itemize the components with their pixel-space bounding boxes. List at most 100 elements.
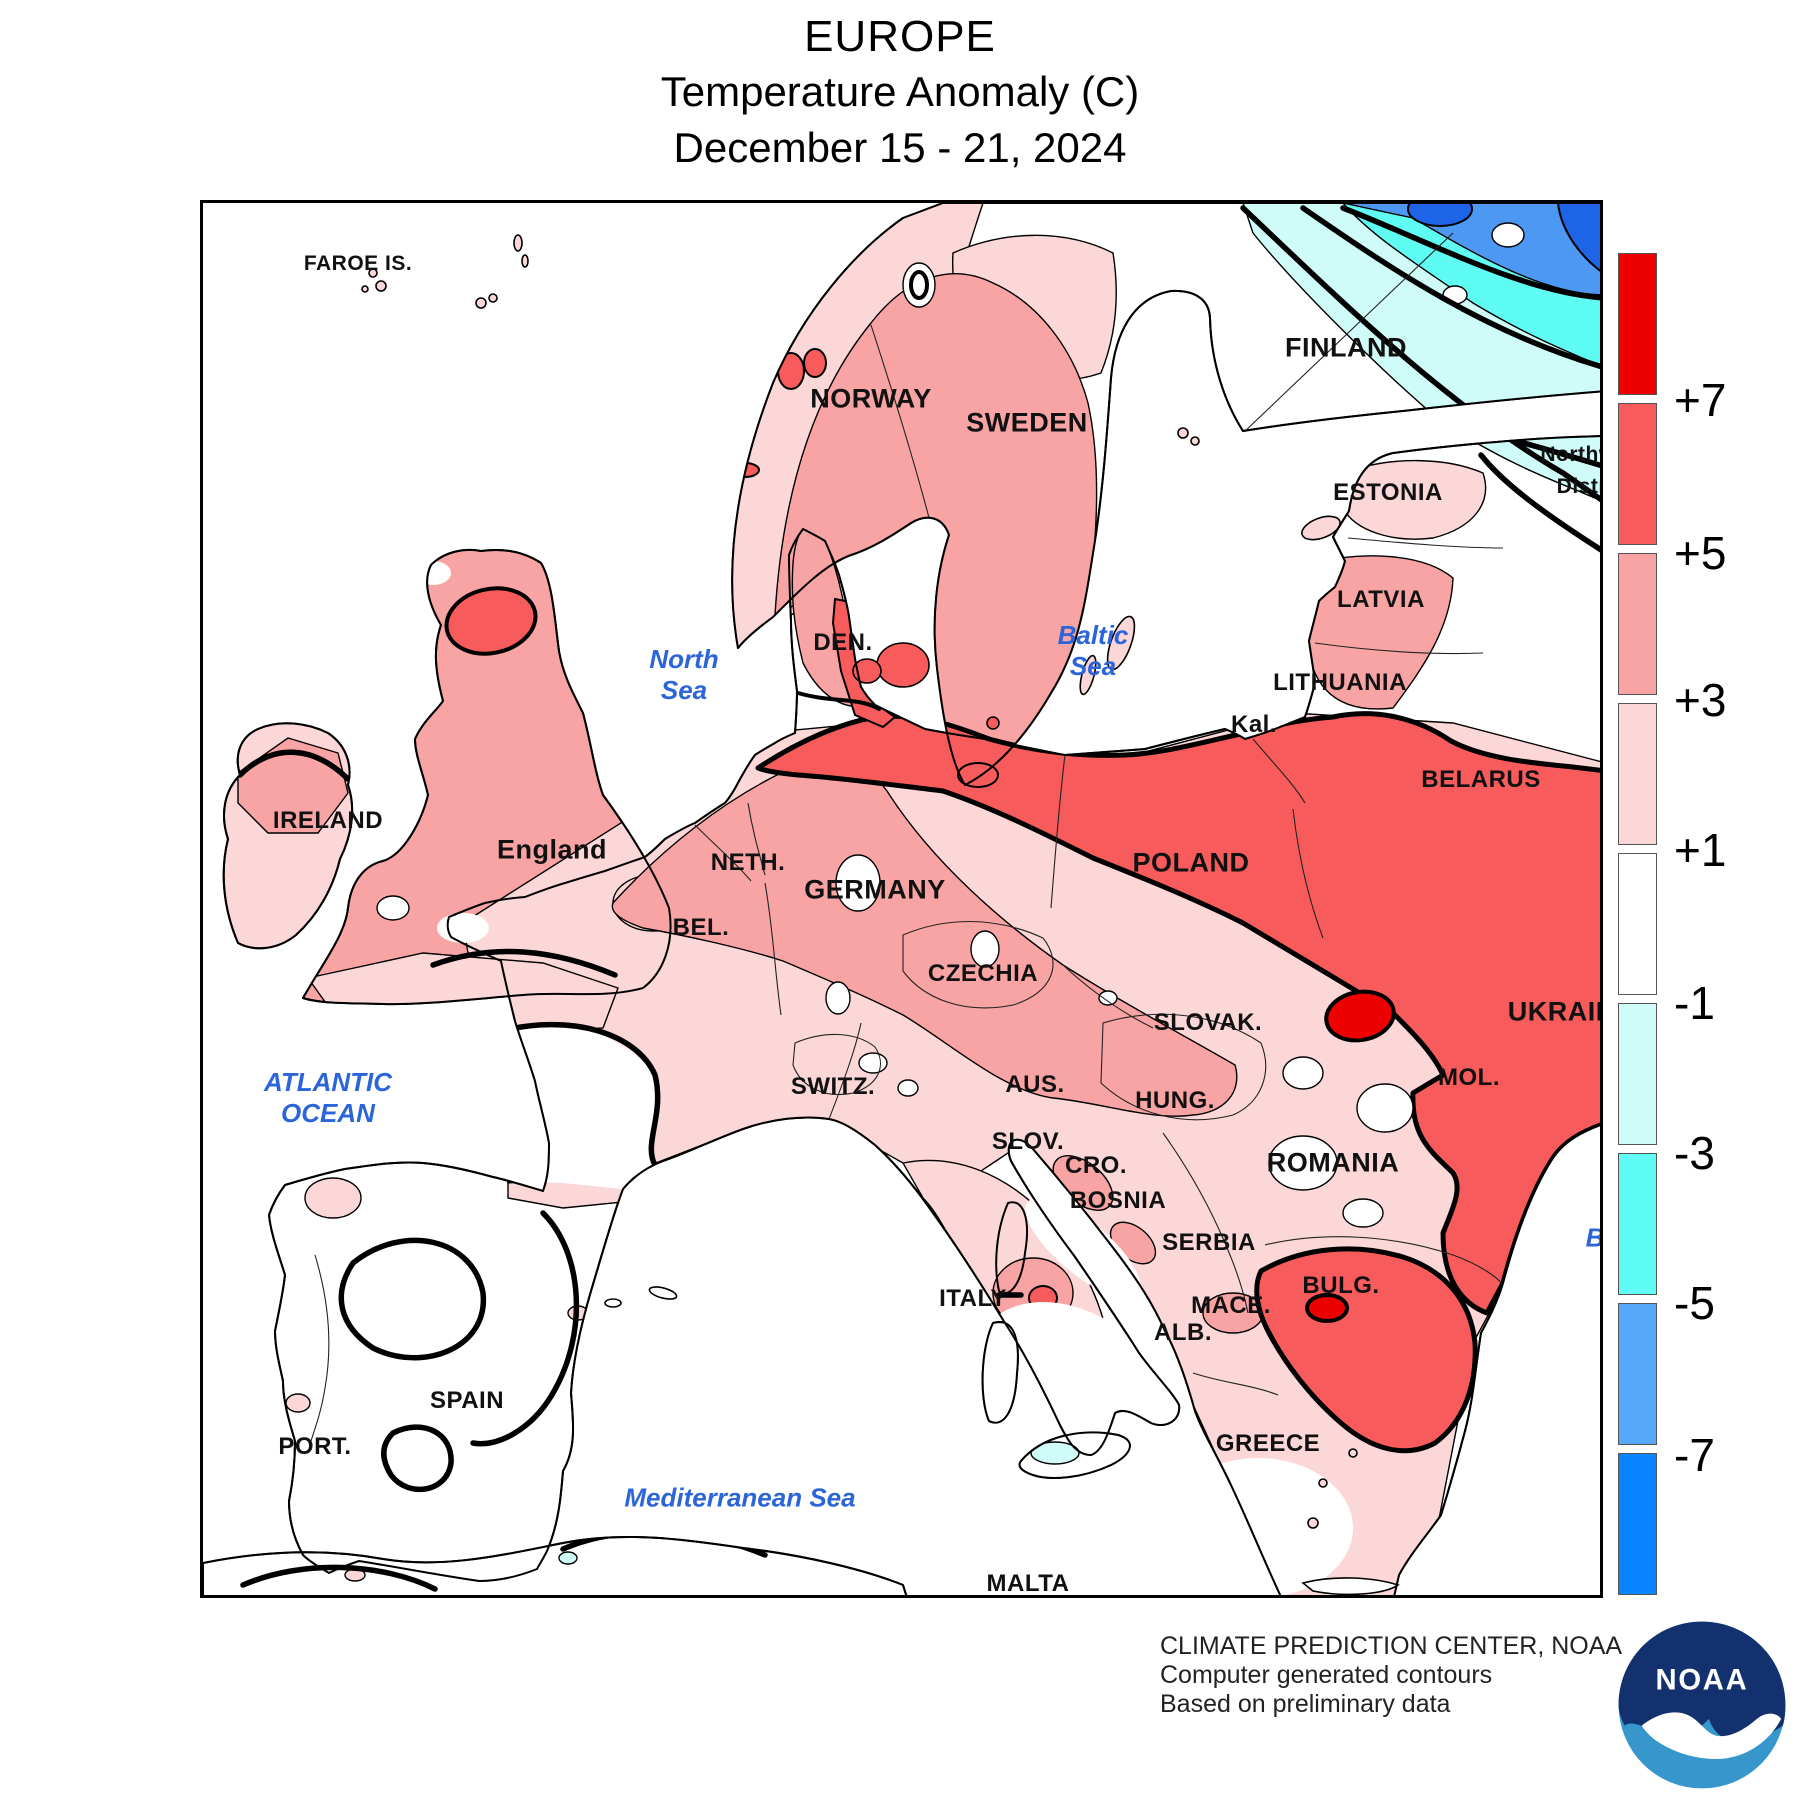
lightcyan-spain-coast — [591, 1312, 609, 1324]
red-norway-spot-1 — [750, 341, 776, 375]
fyn-island — [852, 658, 882, 684]
white-hungary-east — [1282, 1056, 1324, 1090]
faroe-speck-1 — [368, 268, 378, 278]
noaa-logo: NOAA — [1618, 1621, 1786, 1789]
country-label-italy: ITALY — [939, 1285, 1007, 1312]
country-label-croatia: CRO. — [1065, 1152, 1127, 1179]
bornholm-island — [986, 716, 1000, 730]
sea-label-atlantic-ocean: ATLANTIC OCEAN — [263, 1067, 393, 1128]
crete-island — [1301, 1577, 1400, 1595]
aegean-speck-2 — [1348, 1448, 1358, 1458]
country-label-denmark: DEN. — [813, 629, 873, 656]
country-label-bosnia: BOSNIA — [1069, 1187, 1167, 1214]
country-label-slovenia: SLOV. — [991, 1128, 1065, 1155]
country-label-albania: ALB. — [1154, 1319, 1212, 1346]
majorca-island — [648, 1286, 678, 1300]
legend-tick-plus5: +5 — [1674, 527, 1727, 579]
thick-contours — [237, 205, 1600, 1592]
country-label-austria: AUS. — [1005, 1071, 1065, 1098]
country-label-switzerland: SWITZ. — [790, 1073, 876, 1100]
white-norway-glacier — [902, 262, 936, 308]
country-label-slovakia: SLOVAK. — [1153, 1009, 1263, 1036]
legend-block-m5-m7 — [1618, 1303, 1657, 1445]
mediumblue-band — [1342, 203, 1600, 296]
country-label-greece: GREECE — [1215, 1430, 1321, 1457]
country-label-norway: NORWAY — [810, 383, 932, 414]
legend-block-3-5 — [1618, 553, 1657, 695]
anomaly-map-svg — [203, 203, 1600, 1595]
country-label-spain: SPAIN — [429, 1387, 505, 1414]
title-block: EUROPE Temperature Anomaly (C) December … — [0, 10, 1800, 176]
country-label-romania: ROMANIA — [1266, 1147, 1400, 1178]
national-borders — [310, 232, 1504, 1442]
country-label-sweden: SWEDEN — [966, 407, 1088, 438]
legend-tick-plus1: +1 — [1674, 824, 1727, 876]
aland-island-1 — [1177, 427, 1189, 439]
country-label-germany: GERMANY — [804, 874, 946, 905]
white-wales-hole — [376, 895, 410, 921]
country-label-estonia: ESTONIA — [1333, 479, 1443, 506]
country-label-latvia: LATVIA — [1337, 586, 1425, 613]
ibiza-island — [604, 1298, 622, 1308]
legend-block-below-m7 — [1618, 1453, 1657, 1595]
aegean-speck-3 — [1307, 1517, 1319, 1529]
white-enclave-1 — [1491, 222, 1525, 248]
country-label-lithuania: LITHUANIA — [1273, 669, 1407, 696]
legend-tick-plus7: +7 — [1674, 374, 1727, 426]
region-label-northwestern-1: Northw — [1540, 443, 1600, 466]
legend-block-neutral — [1618, 853, 1657, 995]
lightpink-spain-nw — [304, 1177, 362, 1219]
white-alps-2 — [897, 1079, 919, 1097]
country-label-faroe: FAROE IS. — [303, 252, 413, 275]
mediumpink-latvia-lithuania — [1306, 555, 1454, 710]
country-label-serbia: SERBIA — [1162, 1229, 1256, 1256]
red-scotland-blob — [444, 586, 538, 656]
legend-block-m3-m5 — [1618, 1153, 1657, 1295]
country-label-belgium: BEL. — [672, 914, 730, 941]
orkney-1 — [475, 297, 487, 309]
gotland-island — [1106, 615, 1136, 671]
white-czech-west — [970, 930, 1000, 968]
country-label-macedonia: MACE. — [1191, 1292, 1271, 1319]
region-label-northwestern-2: Distri — [1556, 475, 1600, 498]
darkblue-blob-2 — [1556, 203, 1600, 277]
aland-island-2 — [1190, 436, 1200, 446]
page-title: EUROPE — [804, 12, 996, 61]
legend-block-above-7 — [1618, 253, 1657, 395]
country-label-netherlands: NETH. — [710, 849, 786, 876]
lightpink-portugal-spot — [285, 1393, 311, 1413]
orkney-2 — [488, 293, 498, 303]
white-scotland-nw — [415, 561, 451, 585]
white-hungary-small — [1098, 990, 1118, 1006]
country-label-portugal: PORT. — [278, 1433, 352, 1460]
white-romania-3 — [1342, 1198, 1384, 1228]
oland-island — [1079, 654, 1097, 696]
white-germany-spot — [825, 981, 851, 1015]
shetland-2 — [521, 254, 529, 268]
white-germany-blob — [835, 854, 881, 912]
credits-block: CLIMATE PREDICTION CENTER, NOAA Computer… — [1160, 1632, 1622, 1719]
country-label-england: England — [497, 834, 607, 865]
islands-layer — [361, 234, 1400, 1595]
country-label-bulgaria: BULG. — [1302, 1272, 1380, 1299]
brightred-bulgaria — [1305, 1293, 1349, 1323]
legend-tick-minus7: -7 — [1674, 1429, 1715, 1481]
page-subtitle: Temperature Anomaly (C) — [660, 68, 1140, 115]
country-label-hungary: HUNG. — [1135, 1087, 1215, 1114]
credit-line-data: Based on preliminary data — [1160, 1690, 1451, 1718]
country-label-ireland: IRELAND — [272, 807, 384, 834]
legend-tick-plus3: +3 — [1674, 674, 1727, 726]
lightcyan-africa-spot — [558, 1551, 578, 1565]
zealand-island — [876, 642, 930, 688]
aegean-speck-1 — [1318, 1478, 1328, 1488]
faroe-speck-3 — [361, 285, 369, 293]
red-malmo-tip — [957, 762, 999, 788]
legend-tick-minus5: -5 — [1674, 1277, 1715, 1329]
lightpink-estonia — [1342, 459, 1487, 540]
red-norway-spot-3 — [803, 348, 827, 378]
white-romania-2 — [1268, 1135, 1338, 1191]
country-label-kaliningrad: Kal. — [1230, 711, 1278, 738]
country-label-belarus: BELARUS — [1421, 766, 1541, 793]
legend-block-5-7 — [1618, 403, 1657, 545]
